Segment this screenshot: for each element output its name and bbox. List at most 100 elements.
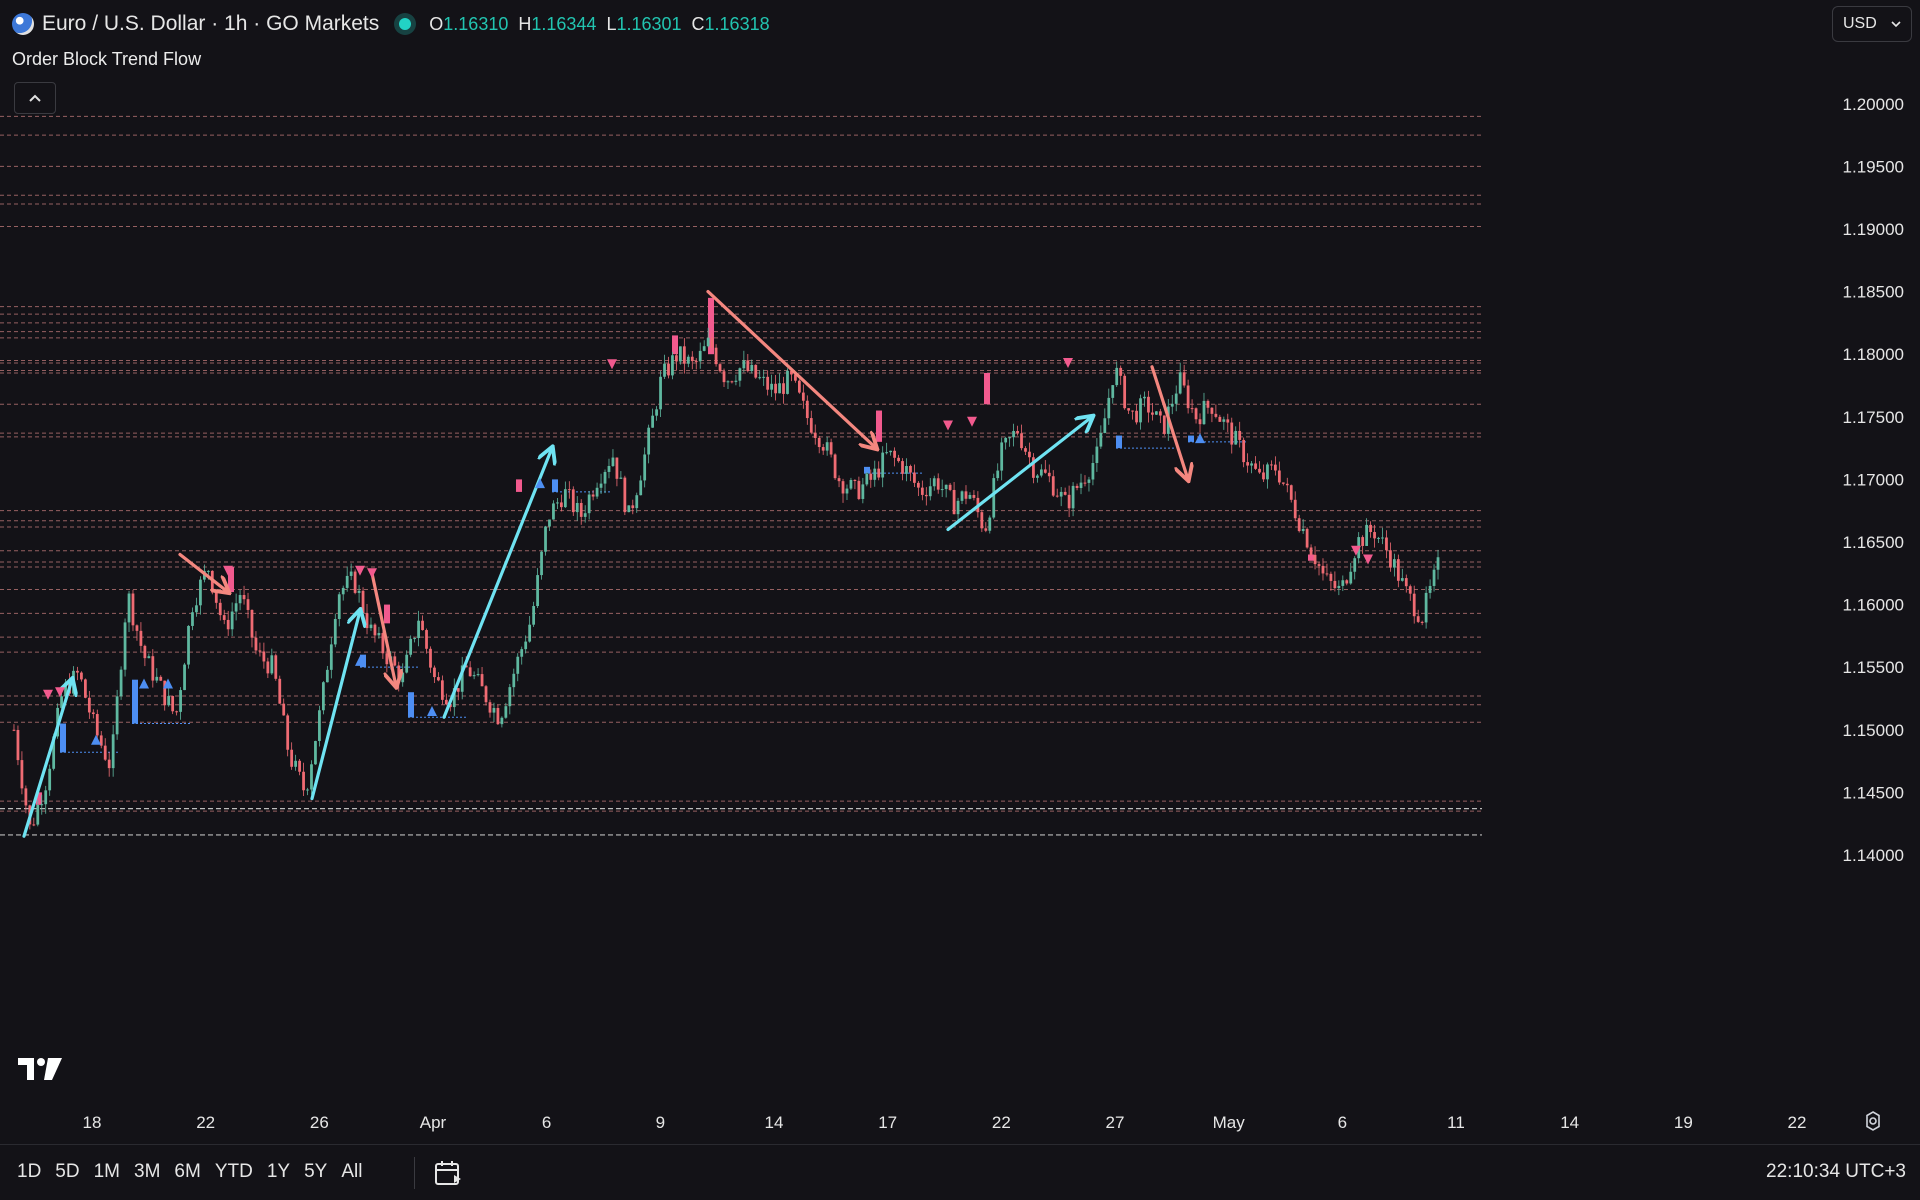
candle-body-271: [1087, 479, 1091, 483]
candle-body-162: [655, 409, 658, 416]
candle-body-168: [678, 346, 682, 362]
indicator-title[interactable]: Order Block Trend Flow: [12, 49, 202, 69]
currency-selector[interactable]: USD: [1832, 6, 1912, 42]
eur-usd-flag-icon: [12, 13, 34, 35]
candle-body-144: [583, 513, 587, 517]
candle-body-115: [468, 667, 472, 677]
open-value: 1.16310: [443, 13, 509, 34]
candle-body-17: [80, 672, 83, 680]
candle-body-153: [619, 477, 623, 479]
symbol-title[interactable]: Euro / U.S. Dollar · 1h · GO Markets: [42, 12, 380, 35]
candle-body-109: [444, 699, 448, 705]
candle-body-188: [758, 377, 762, 379]
range-all-button[interactable]: All: [341, 1161, 363, 1182]
candle-body-96: [393, 656, 397, 666]
candle-body-262: [1051, 476, 1055, 496]
toolbar-divider: [414, 1157, 415, 1189]
candle-body-336: [1345, 580, 1349, 584]
bull-order-block-2: [360, 654, 366, 668]
candle-body-74: [306, 789, 309, 791]
candle-body-309: [1238, 430, 1242, 440]
range-1m-button[interactable]: 1M: [93, 1161, 120, 1182]
candle-body-60: [250, 609, 254, 638]
price-axis[interactable]: 1.14000 1.14500 1.15000 1.15500 1.16000 1.165…: [1843, 95, 1904, 865]
candle-body-97: [397, 665, 401, 683]
candle-body-69: [286, 715, 290, 750]
gear-icon[interactable]: [1862, 1110, 1884, 1132]
x-tick-label-1: 22: [196, 1113, 215, 1132]
candle-body-155: [627, 505, 631, 513]
candle-body-53: [222, 615, 226, 620]
candle-body-44: [187, 625, 190, 665]
time-axis[interactable]: 18 22 26 Apr 6 9 14 17 22 27 May 6 11 14 19 22: [83, 1113, 1807, 1132]
candle-body-57: [238, 595, 242, 604]
candle-body-200: [805, 400, 809, 419]
tradingview-logo-icon[interactable]: [16, 1056, 64, 1082]
candle-body-211: [849, 479, 853, 489]
clock-timezone[interactable]: 22:10:34 UTC+3: [1766, 1161, 1906, 1182]
candle-body-121: [492, 708, 496, 713]
candle-body-348: [1392, 559, 1396, 568]
range-6m-button[interactable]: 6M: [174, 1161, 201, 1182]
candle-body-137: [556, 502, 559, 504]
candle-body-103: [421, 620, 424, 631]
range-1d-button[interactable]: 1D: [17, 1161, 42, 1182]
candle-body-31: [135, 625, 139, 631]
candle-body-79: [325, 669, 329, 683]
candle-body-125: [508, 687, 512, 707]
x-tick-label-11: 6: [1338, 1113, 1347, 1132]
candle-body-282: [1131, 410, 1134, 412]
candle-body-193: [778, 383, 781, 394]
candle-body-274: [1099, 433, 1103, 447]
range-3m-button[interactable]: 3M: [134, 1161, 161, 1182]
candle-body-88: [361, 590, 365, 614]
candle-body-248: [996, 470, 1000, 479]
bull-trend-arrow-1: [310, 611, 360, 801]
candle-body-43: [183, 664, 186, 691]
candle-body-154: [623, 477, 627, 513]
x-tick-label-6: 14: [765, 1113, 784, 1132]
candle-body-306: [1226, 419, 1230, 423]
calendar-icon[interactable]: [432, 1157, 464, 1189]
collapse-legend-button[interactable]: [14, 82, 56, 114]
candle-body-23: [103, 745, 107, 760]
candle-body-233: [936, 478, 940, 490]
candle-body-80: [329, 644, 333, 670]
candle-body-307: [1230, 422, 1234, 445]
candle-body-334: [1337, 585, 1341, 589]
range-ytd-button[interactable]: YTD: [214, 1161, 253, 1182]
candle-body-187: [754, 364, 758, 378]
bear-order-block-3: [516, 479, 522, 492]
candle-body-356: [1424, 592, 1428, 623]
candle-body-123: [500, 717, 504, 725]
candle-body-143: [579, 502, 583, 517]
candle-body-300: [1202, 400, 1206, 425]
y-tick-label-12: 1.20000: [1843, 95, 1904, 114]
candle-body-206: [829, 442, 833, 455]
candle-body-219: [881, 452, 885, 478]
candle-body-352: [1408, 586, 1412, 594]
candle-body-29: [127, 593, 131, 623]
candle-body-235: [944, 484, 948, 490]
range-5d-button[interactable]: 5D: [55, 1161, 80, 1182]
candle-body-63: [262, 651, 266, 662]
candle-body-351: [1404, 578, 1408, 587]
candle-body-84: [345, 575, 349, 588]
candle-body-212: [853, 479, 857, 481]
candle-body-56: [234, 603, 238, 612]
candle-body-33: [143, 645, 147, 659]
candle-body-0: [12, 729, 16, 731]
candle-body-8: [44, 790, 48, 805]
candle-body-266: [1067, 494, 1071, 509]
candle-body-215: [865, 473, 869, 485]
range-1y-button[interactable]: 1Y: [266, 1161, 291, 1182]
candle-body-285: [1143, 396, 1146, 399]
candle-body-133: [540, 551, 543, 576]
candle-body-171: [690, 356, 694, 362]
x-tick-label-5: 9: [656, 1113, 665, 1132]
candle-body-236: [948, 484, 952, 490]
candle-body-139: [563, 489, 567, 508]
candle-body-340: [1361, 537, 1365, 546]
range-5y-button[interactable]: 5Y: [304, 1161, 328, 1182]
